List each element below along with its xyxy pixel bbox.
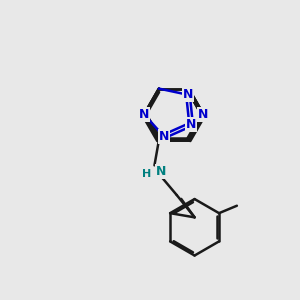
Text: N: N — [186, 118, 196, 131]
Text: N: N — [183, 88, 193, 101]
Text: N: N — [156, 165, 166, 178]
Text: N: N — [139, 108, 149, 121]
Text: N: N — [159, 130, 169, 143]
Text: N: N — [198, 108, 209, 121]
Text: H: H — [142, 169, 152, 179]
